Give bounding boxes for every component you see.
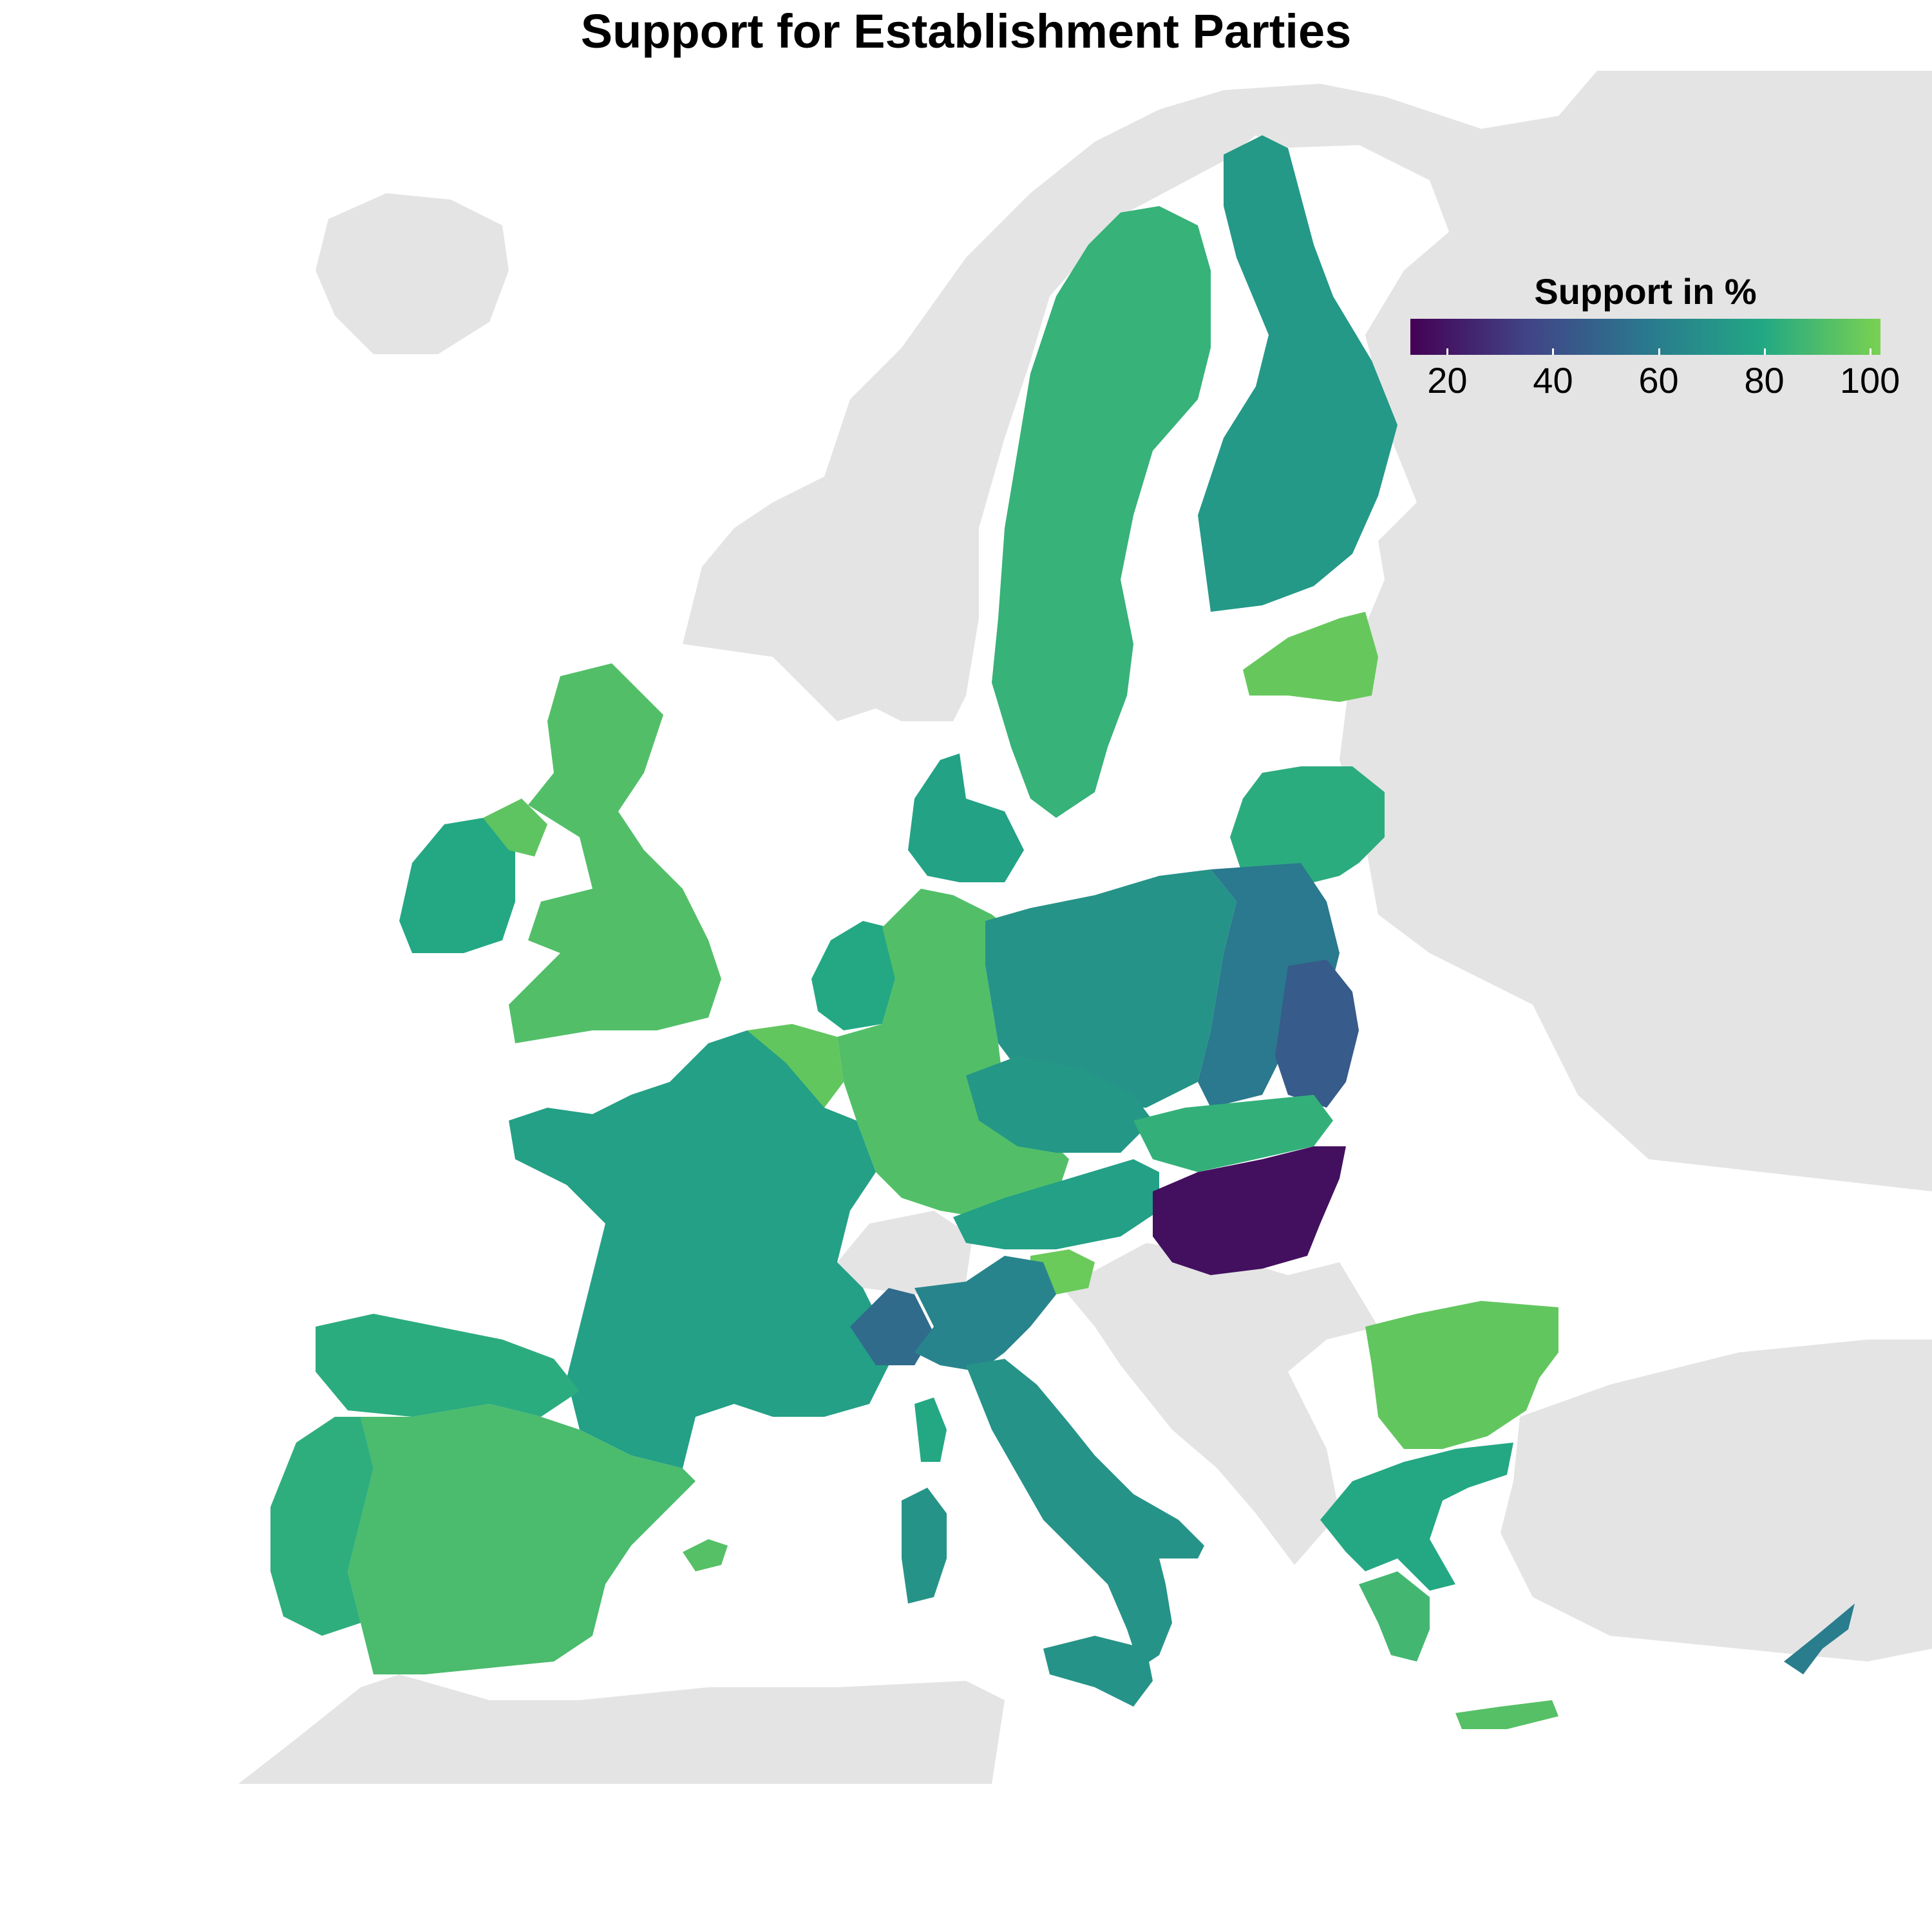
region-italy-northwest — [850, 1288, 934, 1365]
region-ireland — [399, 818, 515, 953]
legend: Support in % 20 40 60 80 100 — [1410, 270, 1900, 412]
legend-tick-mark — [1446, 348, 1449, 355]
region-northern-ireland — [483, 799, 547, 857]
region-norway — [683, 84, 1481, 721]
legend-tick-mark — [1552, 348, 1555, 355]
region-north-africa — [238, 1674, 1005, 1784]
region-switzerland — [837, 1211, 972, 1294]
region-austria — [953, 1159, 1159, 1249]
region-corsica — [914, 1397, 947, 1462]
region-sardinia — [902, 1488, 947, 1604]
legend-tick-label: 20 — [1427, 360, 1468, 401]
legend-colorbar — [1410, 319, 1880, 355]
region-czechia — [966, 1056, 1153, 1153]
region-poland-southeast — [1275, 960, 1359, 1108]
data-regions — [270, 135, 1855, 1729]
region-greece — [1320, 1443, 1513, 1591]
chart-title: Support for Establishment Parties — [580, 5, 1352, 58]
region-cyprus — [1784, 1604, 1855, 1674]
region-crete — [1455, 1700, 1558, 1729]
legend-tick-label: 40 — [1533, 360, 1573, 401]
legend-tick-mark — [1658, 348, 1660, 355]
region-spain-north — [316, 1314, 580, 1417]
region-slovakia — [1133, 1095, 1333, 1172]
region-poland-west — [985, 869, 1236, 1108]
region-italy-north — [914, 1256, 1056, 1372]
region-latvia-lithuania — [1230, 766, 1385, 889]
legend-tick-mark — [1763, 348, 1766, 355]
region-spain — [348, 1404, 696, 1674]
region-portugal — [270, 1417, 374, 1636]
legend-tick-mark — [1869, 348, 1871, 355]
region-estonia — [1243, 612, 1378, 702]
legend-title: Support in % — [1534, 271, 1757, 312]
legend-tick-label: 100 — [1839, 360, 1900, 401]
region-russia — [1288, 71, 1932, 1191]
legend-tick-label: 80 — [1744, 360, 1785, 401]
region-italy-south — [966, 1359, 1204, 1668]
region-balkans — [1063, 1243, 1378, 1565]
region-great-britain — [509, 663, 721, 1043]
region-sicily — [1043, 1636, 1153, 1707]
region-peloponnese — [1359, 1571, 1430, 1662]
region-finland — [1198, 135, 1397, 612]
region-belgium — [747, 1024, 844, 1108]
region-poland-east — [1198, 863, 1340, 1108]
region-netherlands — [811, 921, 895, 1030]
region-sweden — [992, 206, 1211, 818]
region-france — [509, 1030, 889, 1468]
legend-tick-label: 60 — [1638, 360, 1679, 401]
region-iceland — [316, 193, 509, 354]
region-turkey — [1501, 1340, 1932, 1662]
region-balearic — [683, 1539, 728, 1571]
region-denmark — [908, 753, 1024, 882]
region-hungary — [1153, 1146, 1346, 1275]
region-bulgaria — [1365, 1301, 1558, 1449]
